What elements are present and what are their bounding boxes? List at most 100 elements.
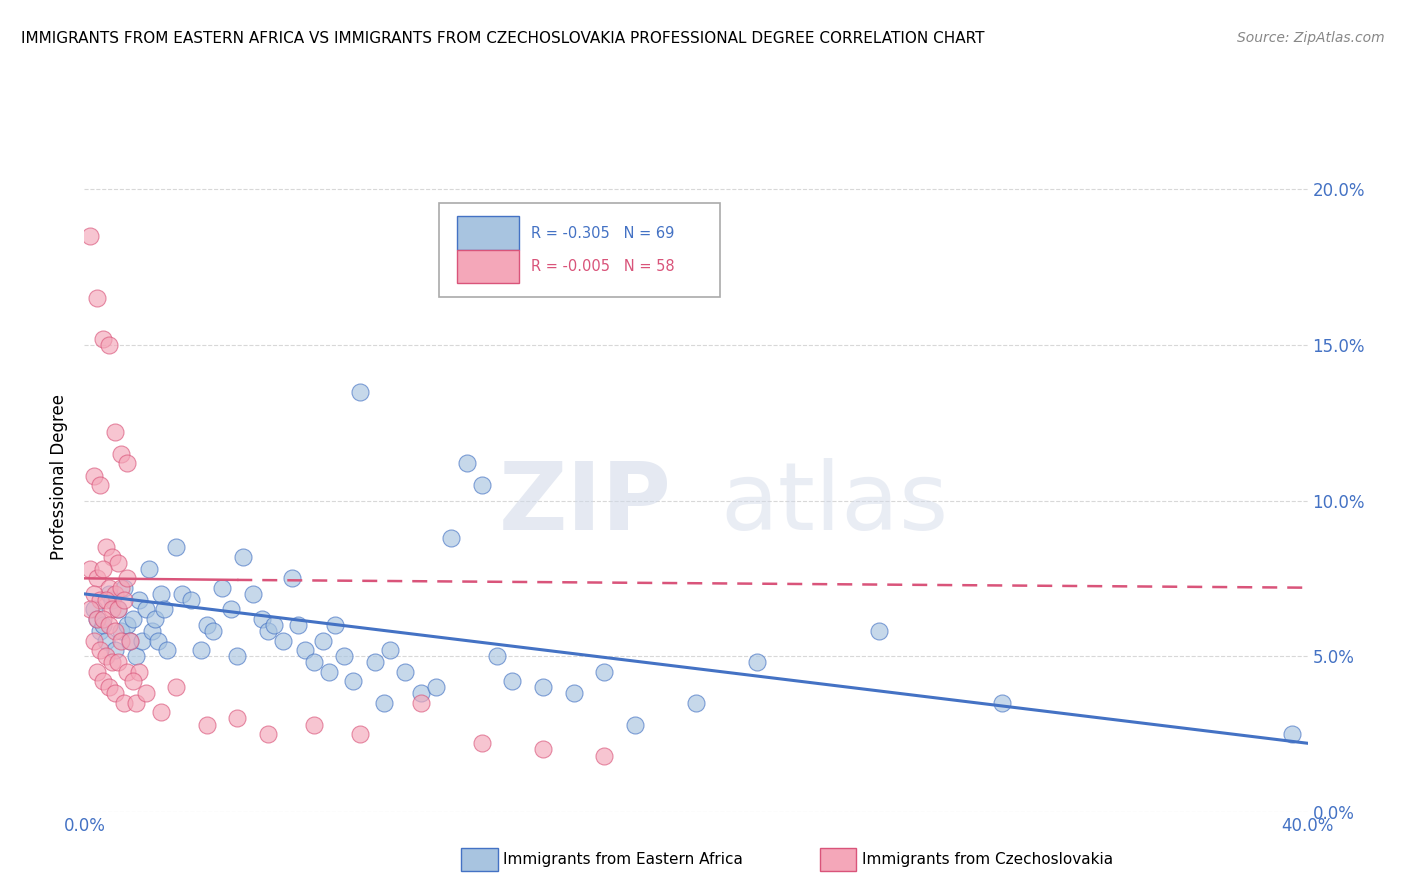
Point: [364, 656, 387, 670]
Point: [86, 612, 108, 626]
Point: [562, 686, 585, 700]
Text: Immigrants from Czechoslovakia: Immigrants from Czechoslovakia: [862, 853, 1114, 867]
Point: [86, 571, 108, 585]
Point: [83, 633, 105, 648]
Y-axis label: Professional Degree: Professional Degree: [51, 394, 69, 560]
Point: [120, 633, 142, 648]
Point: [232, 549, 254, 564]
Point: [125, 649, 148, 664]
Point: [125, 696, 148, 710]
Text: R = -0.005   N = 58: R = -0.005 N = 58: [531, 259, 675, 274]
Point: [83, 587, 105, 601]
Point: [409, 686, 432, 700]
Point: [380, 643, 402, 657]
Point: [226, 711, 249, 725]
Point: [91, 618, 114, 632]
Point: [107, 602, 129, 616]
Point: [349, 384, 371, 399]
Point: [97, 618, 120, 632]
Point: [318, 665, 340, 679]
Point: [342, 673, 364, 688]
Point: [153, 602, 176, 616]
Point: [104, 643, 127, 657]
Point: [201, 624, 224, 639]
Point: [97, 581, 120, 595]
Point: [991, 696, 1014, 710]
Point: [112, 593, 135, 607]
Point: [257, 624, 280, 639]
Point: [104, 425, 127, 439]
Point: [394, 665, 416, 679]
Point: [86, 665, 108, 679]
Point: [115, 618, 138, 632]
Point: [281, 571, 304, 585]
Point: [101, 656, 124, 670]
Point: [257, 727, 280, 741]
Point: [190, 643, 212, 657]
Point: [294, 643, 316, 657]
Point: [110, 581, 132, 595]
Point: [91, 673, 114, 688]
Point: [271, 633, 294, 648]
Point: [531, 742, 554, 756]
Point: [323, 618, 346, 632]
Point: [135, 686, 157, 700]
Point: [79, 602, 101, 616]
Text: atlas: atlas: [720, 458, 949, 550]
Point: [685, 696, 707, 710]
Point: [115, 665, 138, 679]
Point: [593, 748, 616, 763]
Point: [195, 618, 218, 632]
Point: [110, 633, 132, 648]
Point: [486, 649, 509, 664]
Point: [94, 593, 117, 607]
Point: [149, 587, 172, 601]
Point: [165, 540, 187, 554]
FancyBboxPatch shape: [457, 217, 519, 250]
Point: [89, 624, 111, 639]
Point: [107, 556, 129, 570]
Point: [287, 618, 309, 632]
Point: [94, 649, 117, 664]
Point: [104, 686, 127, 700]
Point: [131, 633, 153, 648]
Point: [115, 456, 138, 470]
Point: [107, 602, 129, 616]
Point: [86, 291, 108, 305]
Point: [211, 581, 233, 595]
Point: [101, 549, 124, 564]
Point: [165, 680, 187, 694]
Point: [89, 593, 111, 607]
Point: [104, 624, 127, 639]
Point: [122, 673, 145, 688]
Point: [531, 680, 554, 694]
Point: [112, 581, 135, 595]
Text: IMMIGRANTS FROM EASTERN AFRICA VS IMMIGRANTS FROM CZECHOSLOVAKIA PROFESSIONAL DE: IMMIGRANTS FROM EASTERN AFRICA VS IMMIGR…: [21, 31, 984, 46]
Point: [91, 332, 114, 346]
Point: [333, 649, 356, 664]
Point: [91, 612, 114, 626]
Point: [79, 229, 101, 244]
Point: [624, 717, 647, 731]
Point: [156, 643, 179, 657]
Point: [83, 602, 105, 616]
Point: [143, 612, 166, 626]
Point: [440, 531, 463, 545]
Point: [226, 649, 249, 664]
Text: R = -0.305   N = 69: R = -0.305 N = 69: [531, 226, 675, 241]
FancyBboxPatch shape: [439, 202, 720, 296]
Point: [302, 656, 325, 670]
Point: [250, 612, 273, 626]
Point: [502, 673, 524, 688]
Point: [94, 633, 117, 648]
Point: [79, 562, 101, 576]
Text: Source: ZipAtlas.com: Source: ZipAtlas.com: [1237, 31, 1385, 45]
Point: [149, 705, 172, 719]
Point: [593, 665, 616, 679]
Point: [97, 680, 120, 694]
Point: [110, 624, 132, 639]
Point: [110, 447, 132, 461]
Point: [120, 633, 142, 648]
Point: [471, 736, 494, 750]
Point: [115, 571, 138, 585]
